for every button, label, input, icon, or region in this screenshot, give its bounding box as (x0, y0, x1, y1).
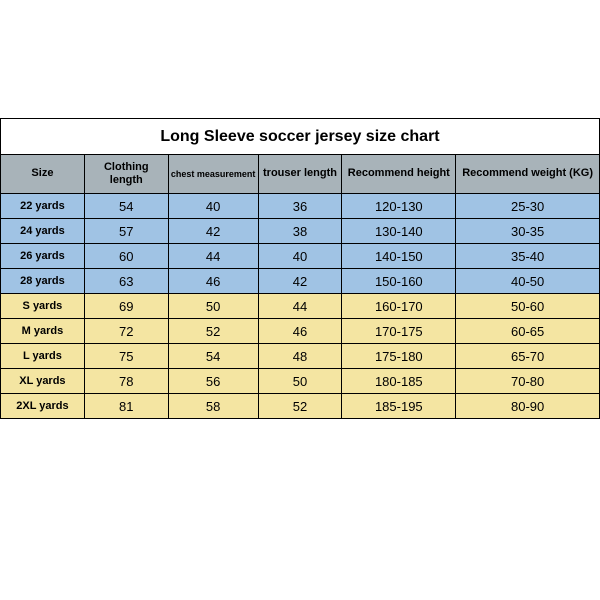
table-row: 24 yards574238130-14030-35 (1, 219, 600, 244)
value-cell: 70-80 (456, 369, 600, 394)
value-cell: 75 (84, 344, 168, 369)
value-cell: 36 (258, 194, 342, 219)
value-cell: 58 (168, 394, 258, 419)
size-cell: 24 yards (1, 219, 85, 244)
value-cell: 54 (84, 194, 168, 219)
value-cell: 46 (258, 319, 342, 344)
value-cell: 50-60 (456, 294, 600, 319)
table-row: M yards725246170-17560-65 (1, 319, 600, 344)
column-header-5: Recommend weight (KG) (456, 155, 600, 194)
value-cell: 44 (258, 294, 342, 319)
value-cell: 50 (258, 369, 342, 394)
value-cell: 42 (168, 219, 258, 244)
size-cell: 2XL yards (1, 394, 85, 419)
column-header-4: Recommend height (342, 155, 456, 194)
value-cell: 160-170 (342, 294, 456, 319)
table-row: XL yards785650180-18570-80 (1, 369, 600, 394)
value-cell: 50 (168, 294, 258, 319)
value-cell: 60-65 (456, 319, 600, 344)
column-header-1: Clothing length (84, 155, 168, 194)
header-row: SizeClothing lengthchest measurementtrou… (1, 155, 600, 194)
value-cell: 35-40 (456, 244, 600, 269)
title-row: Long Sleeve soccer jersey size chart (1, 119, 600, 155)
value-cell: 150-160 (342, 269, 456, 294)
page: Long Sleeve soccer jersey size chart Siz… (0, 0, 600, 600)
value-cell: 38 (258, 219, 342, 244)
value-cell: 52 (258, 394, 342, 419)
table-row: 22 yards544036120-13025-30 (1, 194, 600, 219)
value-cell: 25-30 (456, 194, 600, 219)
value-cell: 140-150 (342, 244, 456, 269)
value-cell: 80-90 (456, 394, 600, 419)
value-cell: 78 (84, 369, 168, 394)
size-cell: 26 yards (1, 244, 85, 269)
value-cell: 46 (168, 269, 258, 294)
size-cell: XL yards (1, 369, 85, 394)
size-cell: M yards (1, 319, 85, 344)
value-cell: 170-175 (342, 319, 456, 344)
value-cell: 30-35 (456, 219, 600, 244)
value-cell: 120-130 (342, 194, 456, 219)
value-cell: 48 (258, 344, 342, 369)
value-cell: 54 (168, 344, 258, 369)
table-title: Long Sleeve soccer jersey size chart (1, 119, 600, 155)
value-cell: 40 (258, 244, 342, 269)
value-cell: 180-185 (342, 369, 456, 394)
size-chart-table: Long Sleeve soccer jersey size chart Siz… (0, 118, 600, 419)
size-cell: 22 yards (1, 194, 85, 219)
value-cell: 72 (84, 319, 168, 344)
value-cell: 60 (84, 244, 168, 269)
column-header-0: Size (1, 155, 85, 194)
table-row: 26 yards604440140-15035-40 (1, 244, 600, 269)
size-cell: L yards (1, 344, 85, 369)
size-cell: 28 yards (1, 269, 85, 294)
table-row: 2XL yards815852185-19580-90 (1, 394, 600, 419)
table-row: L yards755448175-18065-70 (1, 344, 600, 369)
value-cell: 57 (84, 219, 168, 244)
value-cell: 175-180 (342, 344, 456, 369)
value-cell: 40-50 (456, 269, 600, 294)
value-cell: 52 (168, 319, 258, 344)
value-cell: 81 (84, 394, 168, 419)
table-row: 28 yards634642150-16040-50 (1, 269, 600, 294)
value-cell: 65-70 (456, 344, 600, 369)
size-cell: S yards (1, 294, 85, 319)
column-header-3: trouser length (258, 155, 342, 194)
value-cell: 56 (168, 369, 258, 394)
value-cell: 185-195 (342, 394, 456, 419)
value-cell: 63 (84, 269, 168, 294)
value-cell: 42 (258, 269, 342, 294)
column-header-2: chest measurement (168, 155, 258, 194)
value-cell: 40 (168, 194, 258, 219)
value-cell: 130-140 (342, 219, 456, 244)
table-row: S yards695044160-17050-60 (1, 294, 600, 319)
value-cell: 69 (84, 294, 168, 319)
size-chart-container: Long Sleeve soccer jersey size chart Siz… (0, 118, 600, 419)
value-cell: 44 (168, 244, 258, 269)
